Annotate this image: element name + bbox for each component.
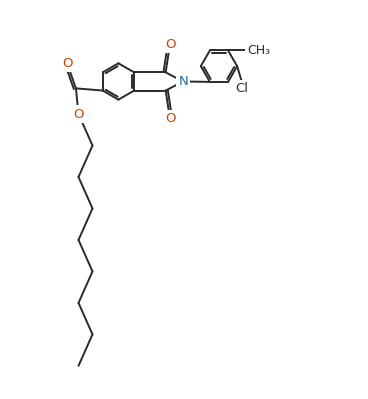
Text: O: O	[73, 108, 84, 120]
Text: Cl: Cl	[235, 82, 248, 95]
Text: N: N	[178, 75, 188, 88]
Text: O: O	[165, 113, 175, 125]
Text: O: O	[165, 38, 175, 51]
Text: CH₃: CH₃	[247, 44, 270, 57]
Text: O: O	[62, 57, 72, 70]
